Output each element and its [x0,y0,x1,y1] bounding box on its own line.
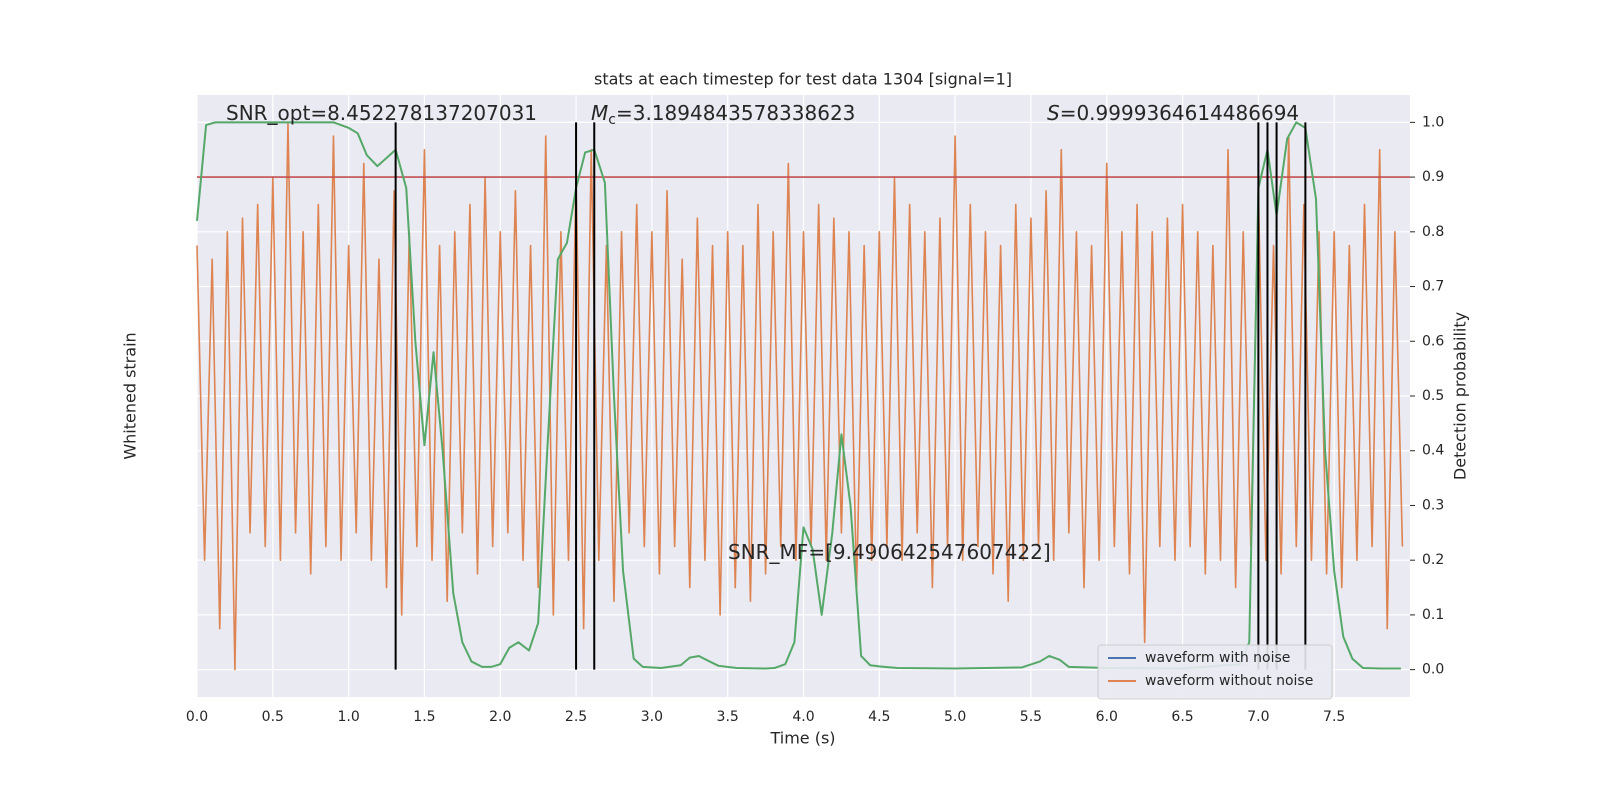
y2-tick-label: 0.2 [1422,552,1444,568]
x-tick-label: 4.5 [868,709,890,725]
annotation: SNR_opt=8.452278137207031 [226,101,537,125]
y2-tick-label: 0.0 [1422,662,1444,678]
annotation-part: =3.1894843578338623 [616,101,855,125]
y2-tick-label: 0.5 [1422,388,1444,404]
x-tick-label: 6.5 [1171,709,1193,725]
x-tick-label: 7.0 [1247,709,1269,725]
y2-tick-label: 0.1 [1422,607,1444,623]
series-line [196,121,1401,670]
chart-title: stats at each timestep for test data 130… [594,70,1012,89]
x-tick-label: 4.0 [792,709,814,725]
y2-tick-label: 0.9 [1422,169,1444,185]
annotation-part: =0.9999364614486694 [1060,101,1299,125]
x-tick-label: 1.0 [337,709,359,725]
x-tick-label: 5.0 [944,709,966,725]
legend: waveform with noise waveform without nois… [1097,644,1333,700]
y2-tick-label: 0.7 [1422,279,1444,295]
annotation-part: M [591,101,608,125]
y2-tick-label: 0.3 [1422,497,1444,513]
annotation-part: c [608,112,616,128]
x-tick-label: 0.0 [186,709,208,725]
annotation-part: S [1047,101,1060,125]
legend-label: waveform without noise [1145,673,1313,689]
annotation-part: SNR_MF=[9.490642547607422] [728,540,1051,564]
x-tick-label: 0.5 [262,709,284,725]
x-tick-label: 1.5 [413,709,435,725]
x-tick-label: 2.0 [489,709,511,725]
y-axis-label: Whitened strain [121,332,140,459]
annotation: S=0.9999364614486694 [1047,101,1299,125]
x-tick-label: 3.0 [641,709,663,725]
x-tick-label: 6.0 [1096,709,1118,725]
y2-tick-label: 0.6 [1422,333,1444,349]
legend-box [1097,644,1333,700]
y2-tick-label: 0.4 [1422,443,1444,459]
y2-tick-label: 1.0 [1422,114,1444,130]
y2-tick-label: 0.8 [1422,224,1444,240]
x-tick-label: 7.5 [1323,709,1345,725]
series-line [196,121,1404,671]
annotation: SNR_MF=[9.490642547607422] [728,540,1051,564]
annotation-part: SNR_opt=8.452278137207031 [226,101,537,125]
x-tick-label: 2.5 [565,709,587,725]
x-axis-label: Time (s) [769,729,835,748]
x-tick-label: 5.5 [1020,709,1042,725]
x-tick-label: 3.5 [717,709,739,725]
legend-label: waveform with noise [1145,650,1290,666]
y2-axis-label: Detection probability [1451,312,1470,480]
annotation: Mc=3.1894843578338623 [591,101,855,129]
